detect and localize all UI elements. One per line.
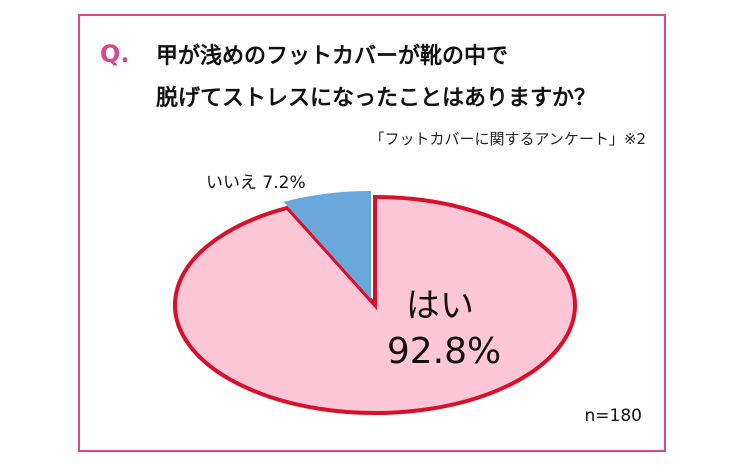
slice-label-yes-name: はい <box>406 286 474 326</box>
question-line-1: 甲が浅めのフットカバーが靴の中で <box>156 44 509 69</box>
question-mark: Q. <box>100 40 130 68</box>
slice-label-yes-value: 92.8% <box>387 331 501 372</box>
pie-slice-no <box>283 191 371 299</box>
question-line-2: 脱げてストレスになったことはありますか？ <box>156 86 597 111</box>
sample-size: n=180 <box>584 406 642 426</box>
slice-label-no: いいえ 7.2% <box>206 173 306 193</box>
pie-slice-yes <box>173 194 577 415</box>
survey-source: 「フットカバーに関するアンケート」※2 <box>369 130 646 148</box>
